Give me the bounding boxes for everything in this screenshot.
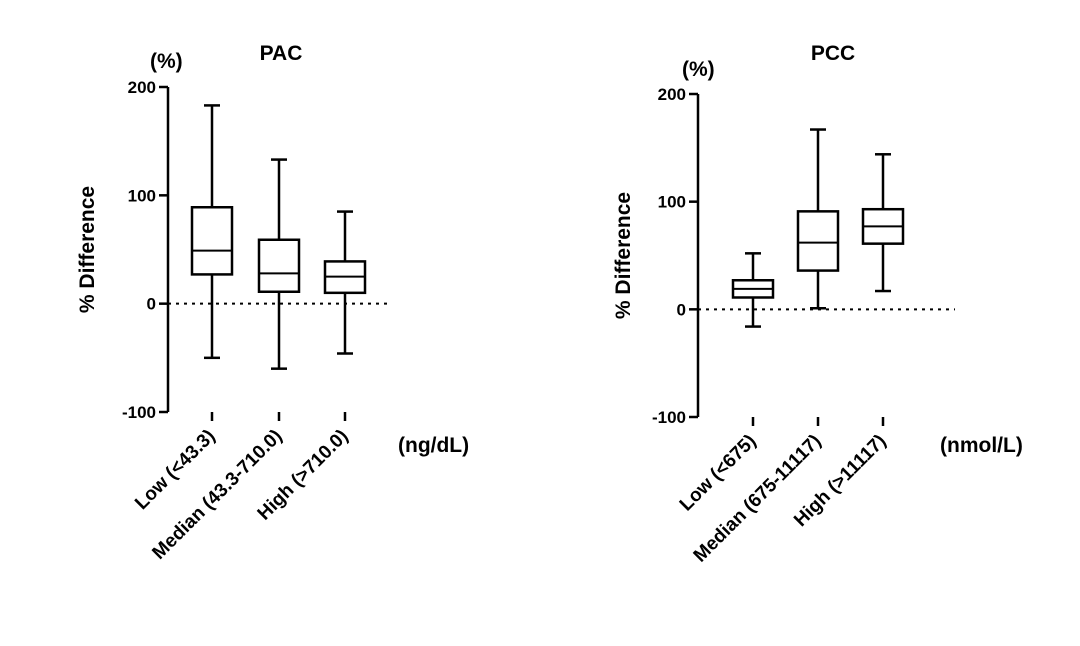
box-group: [861, 153, 905, 293]
box-iqr: [796, 210, 840, 272]
y-tick-label: 200: [658, 85, 686, 104]
y-tick-label: 200: [128, 78, 156, 97]
y-axis-label: % Difference: [76, 186, 99, 313]
x-category-label: Median (43.3-710.0): [148, 426, 286, 564]
box-group: [190, 104, 234, 360]
y-tick-label: 100: [658, 193, 686, 212]
y-tick-label: 0: [677, 300, 686, 319]
box-iqr: [257, 238, 301, 293]
chart-title: PCC: [811, 42, 855, 65]
x-unit-label: (ng/dL): [398, 434, 469, 457]
y-unit-label: (%): [682, 58, 715, 81]
box-group: [796, 128, 840, 310]
y-axis-label: % Difference: [612, 192, 635, 319]
y-unit-label: (%): [150, 50, 183, 73]
x-category-label: Median (675-11117): [690, 431, 826, 567]
y-tick-label: -100: [122, 403, 156, 422]
box-iqr: [190, 206, 234, 276]
box-group: [323, 210, 367, 355]
y-tick-label: -100: [652, 408, 686, 427]
chart-title: PAC: [260, 42, 303, 65]
box-group: [731, 252, 775, 328]
y-tick-label: 100: [128, 186, 156, 205]
x-unit-label: (nmol/L): [940, 434, 1023, 457]
y-tick-label: 0: [147, 295, 156, 314]
box-group: [257, 158, 301, 370]
